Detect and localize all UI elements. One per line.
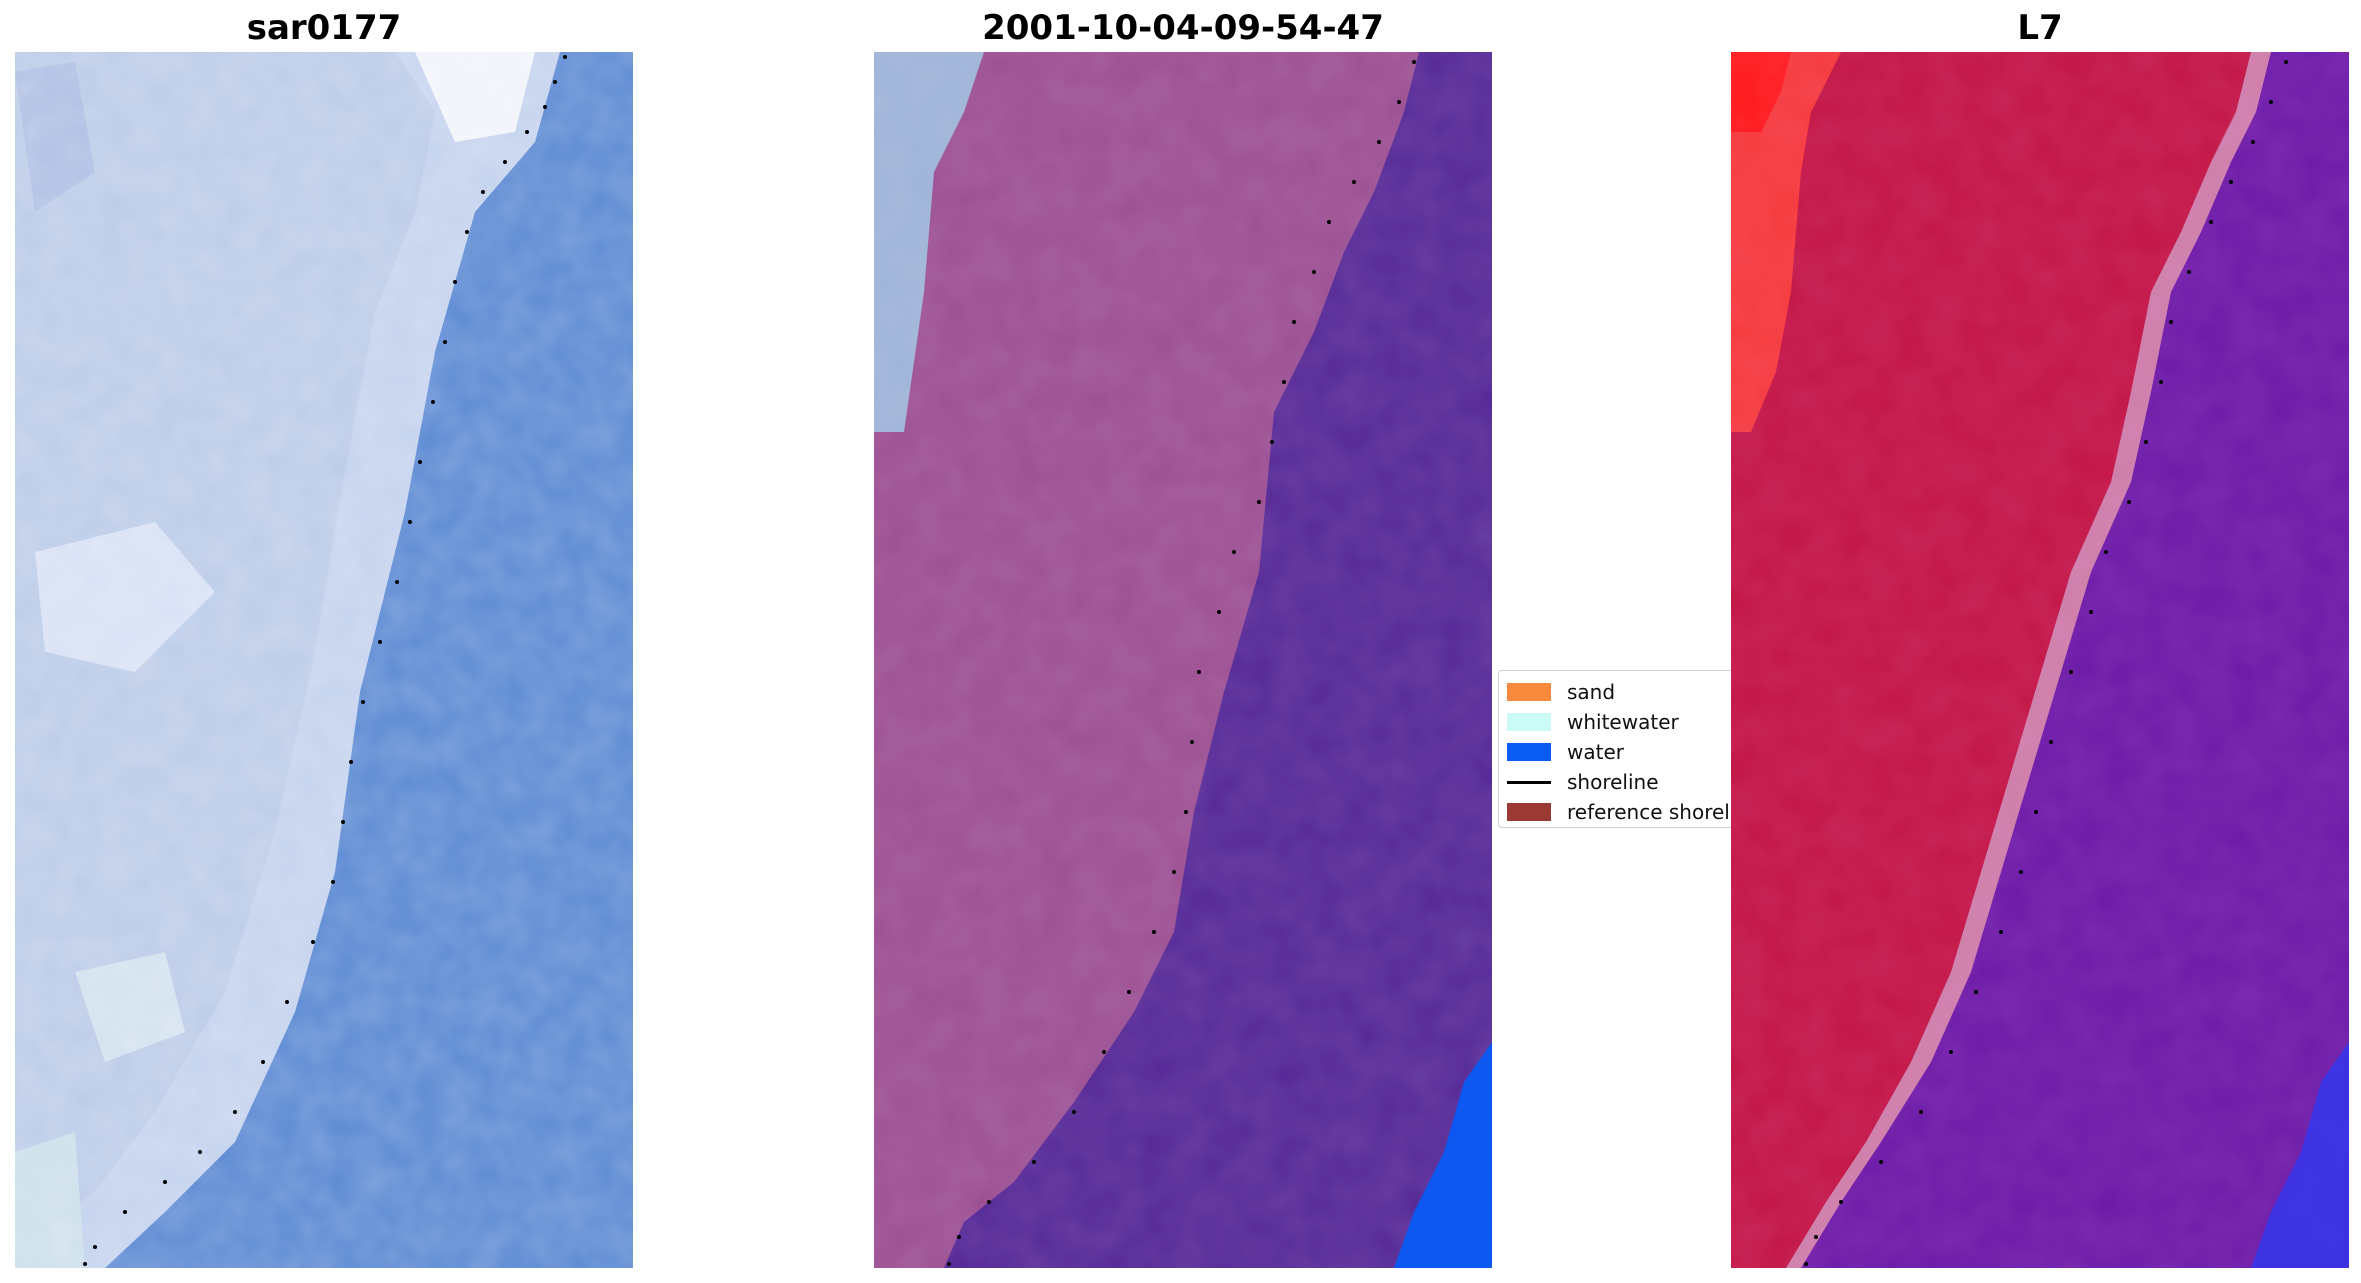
shoreline-dots: [1804, 60, 2288, 1266]
water-swatch: [1507, 743, 1551, 761]
legend-item-shoreline: shoreline: [1507, 767, 1659, 797]
rgb-image-panel: [15, 52, 633, 1268]
legend-item-water: water: [1507, 737, 1624, 767]
classified-image: [874, 52, 1492, 1268]
legend-item-sand: sand: [1507, 677, 1615, 707]
shoreline-line-swatch: [1507, 780, 1551, 784]
legend-item-whitewater: whitewater: [1507, 707, 1679, 737]
panel-title-rgb: sar0177: [246, 8, 402, 48]
panel-title-index: L7: [2017, 8, 2063, 48]
reference-shoreline-swatch: [1507, 803, 1551, 821]
shoreline-dots: [947, 60, 1416, 1266]
legend-item-reference-shoreline: reference shoreline: [1507, 797, 1733, 827]
legend: sand whitewater water shoreline referenc…: [1498, 670, 1734, 828]
shoreline-dots: [83, 55, 567, 1266]
sand-swatch: [1507, 683, 1551, 701]
whitewater-swatch: [1507, 713, 1551, 731]
index-image-panel: [1731, 52, 2349, 1268]
rgb-image: [15, 52, 633, 1268]
index-image: [1731, 52, 2349, 1268]
classified-image-panel: [874, 52, 1492, 1268]
panel-title-classified: 2001-10-04-09-54-47: [982, 8, 1384, 48]
